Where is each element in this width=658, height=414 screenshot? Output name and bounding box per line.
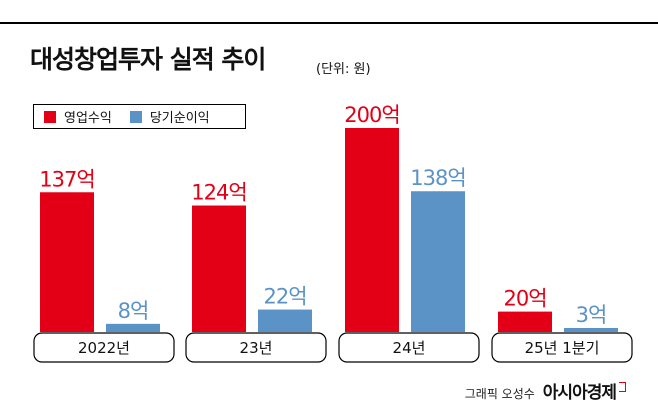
category-label-2: 24년 (393, 339, 426, 357)
bar-revenue-0 (40, 192, 94, 332)
data-label-revenue-2: 200억 (344, 103, 399, 127)
data-label-net-income-0: 8억 (118, 299, 149, 323)
category-label-3: 25년 1분기 (525, 339, 600, 357)
data-label-net-income-1: 22억 (263, 285, 306, 309)
category-box-3 (491, 332, 633, 363)
legend-item-net-income: 당기순이익 (129, 107, 210, 126)
category-label-1: 23년 (240, 339, 273, 357)
data-label-revenue-1: 124억 (191, 181, 246, 205)
chart-title: 대성창업투자 실적 추이 (30, 45, 266, 74)
credit-line: 그래픽 오성수 아시아경제 (465, 378, 626, 403)
bar-net-income-0 (106, 323, 160, 332)
bar-revenue-3 (498, 311, 552, 332)
data-label-revenue-3: 20억 (503, 287, 546, 311)
legend-swatch-revenue (44, 110, 56, 123)
legend-swatch-net-income (129, 110, 142, 123)
bar-revenue-2 (345, 128, 399, 332)
legend-label-revenue: 영업수익 (64, 111, 112, 126)
bar-revenue-1 (192, 205, 246, 332)
category-box-0 (33, 332, 175, 363)
bar-net-income-2 (411, 191, 465, 332)
category-box-1 (185, 332, 327, 363)
legend-item-revenue: 영업수익 (44, 107, 112, 126)
unit-label: (단위: 원) (316, 62, 371, 77)
data-label-revenue-0: 137억 (39, 167, 94, 191)
data-label-net-income-2: 138억 (410, 166, 465, 190)
bar-net-income-1 (258, 309, 312, 332)
top-rule (0, 22, 658, 24)
legend: 영업수익 당기순이익 (33, 104, 246, 129)
brand-logo: 아시아경제 (542, 383, 617, 403)
category-label-0: 2022년 (78, 339, 130, 357)
bar-net-income-3 (564, 328, 618, 332)
data-label-net-income-3: 3억 (576, 303, 607, 327)
graphic-credit: 그래픽 오성수 (464, 387, 535, 401)
category-box-2 (338, 332, 480, 363)
brand-mark-icon (619, 382, 626, 392)
legend-label-net-income: 당기순이익 (149, 111, 210, 126)
